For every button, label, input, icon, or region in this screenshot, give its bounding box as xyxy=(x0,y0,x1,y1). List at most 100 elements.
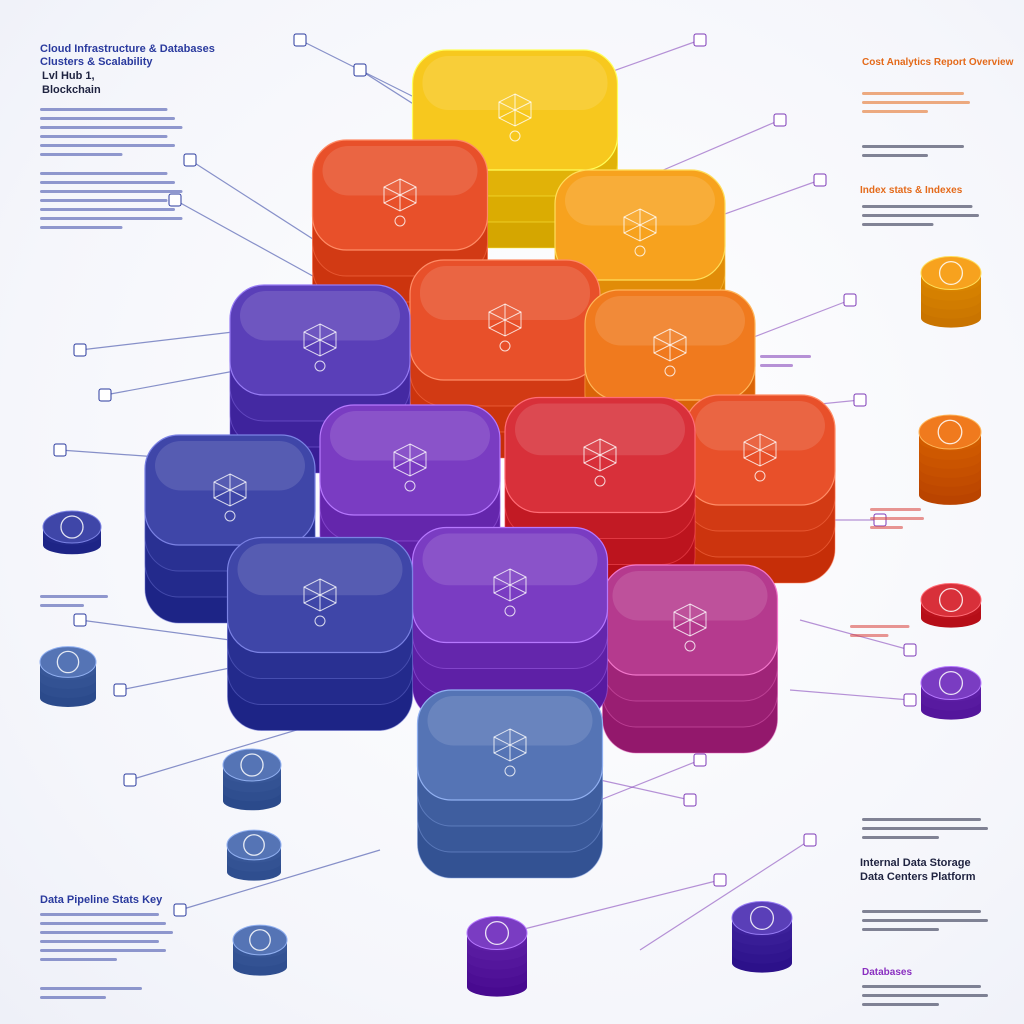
slab-highlight xyxy=(565,176,715,226)
text-line xyxy=(862,214,979,217)
connector-icon xyxy=(693,753,707,767)
cylinder-stack xyxy=(42,510,102,555)
connector-icon xyxy=(73,613,87,627)
cylinder-top xyxy=(731,901,793,935)
left-mid-b: Blockchain xyxy=(42,84,101,96)
connector-line xyxy=(79,329,251,351)
text-line xyxy=(862,101,970,104)
left-mid-a: Lvl Hub 1, xyxy=(42,70,95,82)
database-slab xyxy=(684,394,836,584)
connector-icon xyxy=(683,793,697,807)
database-slab xyxy=(319,404,501,594)
cylinder-stack xyxy=(920,256,982,328)
text-line xyxy=(40,940,159,943)
connector-icon xyxy=(173,903,187,917)
slab-highlight xyxy=(330,411,490,461)
text-line xyxy=(760,355,811,358)
text-line xyxy=(870,508,921,511)
slab-highlight xyxy=(515,403,685,456)
slab-highlight xyxy=(612,571,768,621)
cylinder-stack xyxy=(731,901,793,973)
connector-line xyxy=(189,159,331,251)
database-slab xyxy=(226,536,414,731)
connector-line xyxy=(79,619,231,641)
cube-wireframe-icon xyxy=(393,443,427,492)
database-slab xyxy=(411,526,609,721)
text-line xyxy=(40,108,168,111)
right-bottom-tag: Databases xyxy=(862,967,912,978)
cylinder-stack xyxy=(39,646,97,707)
connector-icon xyxy=(98,388,112,402)
cylinder-top xyxy=(232,924,288,956)
gear-icon xyxy=(623,208,657,257)
cylinder-stack xyxy=(232,924,288,976)
text-line xyxy=(870,526,903,529)
chart-icon xyxy=(743,433,777,482)
connector-line xyxy=(179,849,381,911)
text-line xyxy=(862,836,939,839)
connector-icon xyxy=(853,393,867,407)
database-slab xyxy=(416,689,604,879)
text-line xyxy=(862,910,981,913)
slab-highlight xyxy=(595,296,745,346)
left-top-sub: Clusters & Scalability xyxy=(40,56,153,68)
connector-icon xyxy=(773,113,787,127)
cube-wireframe-icon xyxy=(498,93,532,142)
cylinder-top xyxy=(222,748,282,782)
connector-icon xyxy=(713,873,727,887)
slab-highlight xyxy=(237,543,403,596)
text-line xyxy=(40,153,123,156)
connector-icon xyxy=(693,33,707,47)
text-line xyxy=(862,994,988,997)
connector-icon xyxy=(903,693,917,707)
connector-line xyxy=(639,839,811,951)
connector-line xyxy=(174,199,321,281)
text-line xyxy=(862,1003,939,1006)
cylinder-top xyxy=(920,583,982,617)
slab-stack xyxy=(144,49,836,879)
right-bottom-heading-b: Data Centers Platform xyxy=(860,871,976,883)
cube-wireframe-icon xyxy=(488,303,522,352)
text-line xyxy=(862,223,934,226)
target-icon xyxy=(938,587,964,613)
text-line xyxy=(40,217,183,220)
network-node-icon xyxy=(583,438,617,487)
text-line xyxy=(862,827,988,830)
cylinder-top xyxy=(918,414,982,450)
slab-highlight xyxy=(422,533,598,586)
text-line xyxy=(40,922,166,925)
database-icon xyxy=(653,328,687,377)
text-line xyxy=(862,919,988,922)
text-line xyxy=(40,181,175,184)
database-icon xyxy=(60,515,84,539)
database-icon xyxy=(938,260,964,286)
right-bottom-heading-a: Internal Data Storage xyxy=(860,857,971,869)
text-line xyxy=(40,172,168,175)
text-line xyxy=(862,145,964,148)
text-line xyxy=(862,818,981,821)
cylinder-top xyxy=(920,256,982,290)
text-line xyxy=(862,92,964,95)
slab-highlight xyxy=(322,146,478,196)
text-line xyxy=(40,135,168,138)
target-icon xyxy=(493,568,527,617)
cloud-icon xyxy=(493,728,527,777)
text-line xyxy=(40,604,84,607)
database-slab xyxy=(504,396,696,591)
bottom-left-heading: Data Pipeline Stats Key xyxy=(40,894,163,906)
connector-icon xyxy=(183,153,197,167)
connector-line xyxy=(789,689,911,701)
cylinder-top xyxy=(42,510,102,544)
text-line xyxy=(870,517,924,520)
slab-highlight xyxy=(240,291,400,341)
connector-icon xyxy=(293,33,307,47)
slab-highlight xyxy=(695,401,825,451)
right-top-heading: Cost Analytics Report Overview xyxy=(862,57,1014,68)
network-node-icon xyxy=(383,178,417,227)
text-line xyxy=(40,144,175,147)
connector-line xyxy=(104,369,241,396)
right-mid-heading: Index stats & Indexes xyxy=(860,185,963,196)
shield-icon xyxy=(673,603,707,652)
slab-highlight xyxy=(420,266,590,320)
